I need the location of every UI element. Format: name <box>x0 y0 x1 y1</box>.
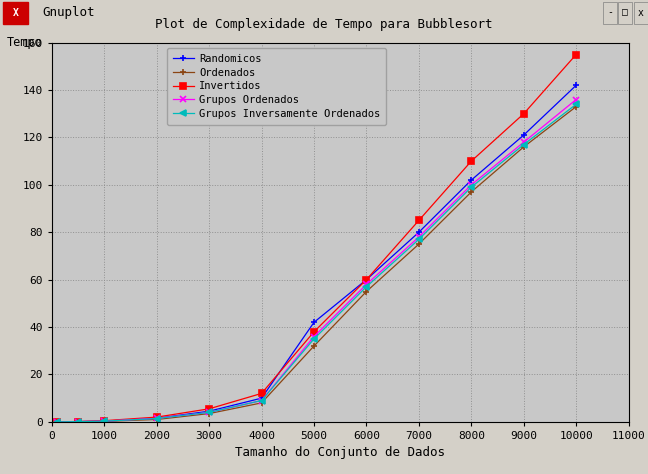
Text: Tempo: Tempo <box>6 36 42 48</box>
Randomicos <box>520 132 527 138</box>
Grupos Inversamente Ordenados <box>572 101 580 107</box>
Ordenados <box>153 417 161 422</box>
Grupos Inversamente Ordenados <box>153 416 161 421</box>
Grupos Ordenados <box>310 334 318 339</box>
Invertidos <box>205 406 213 411</box>
Line: Grupos Ordenados: Grupos Ordenados <box>54 97 579 425</box>
Randomicos <box>362 277 370 283</box>
Randomicos <box>153 415 161 421</box>
Ordenados <box>74 419 82 425</box>
Ordenados <box>258 400 266 406</box>
FancyBboxPatch shape <box>634 2 648 24</box>
FancyBboxPatch shape <box>618 2 632 24</box>
Ordenados <box>100 419 108 424</box>
Grupos Ordenados <box>415 234 422 240</box>
X-axis label: Tamanho do Conjunto de Dados: Tamanho do Conjunto de Dados <box>235 447 445 459</box>
Text: □: □ <box>622 8 629 18</box>
Grupos Inversamente Ordenados <box>415 237 422 242</box>
Randomicos <box>74 419 82 425</box>
Line: Randomicos: Randomicos <box>54 82 579 425</box>
Invertidos <box>100 418 108 424</box>
Randomicos <box>258 395 266 401</box>
Invertidos <box>362 277 370 283</box>
Grupos Inversamente Ordenados <box>100 419 108 424</box>
Grupos Inversamente Ordenados <box>258 398 266 403</box>
Invertidos <box>415 218 422 223</box>
Grupos Inversamente Ordenados <box>53 419 61 425</box>
Randomicos <box>572 82 580 88</box>
Invertidos <box>467 158 475 164</box>
Legend: Randomicos, Ordenados, Invertidos, Grupos Ordenados, Grupos Inversamente Ordenad: Randomicos, Ordenados, Invertidos, Grupo… <box>167 48 386 125</box>
Randomicos <box>205 408 213 414</box>
Grupos Inversamente Ordenados <box>362 284 370 290</box>
Invertidos <box>520 111 527 117</box>
Ordenados <box>415 241 422 247</box>
Grupos Inversamente Ordenados <box>310 336 318 342</box>
Grupos Ordenados <box>467 182 475 188</box>
Grupos Ordenados <box>258 398 266 403</box>
Ordenados <box>572 104 580 109</box>
Ordenados <box>310 343 318 349</box>
Invertidos <box>310 329 318 335</box>
Grupos Ordenados <box>53 419 61 425</box>
Ordenados <box>467 189 475 195</box>
Bar <box>3 2 28 24</box>
Ordenados <box>362 289 370 294</box>
FancyBboxPatch shape <box>603 2 617 24</box>
Text: Plot de Complexidade de Tempo para Bubblesort: Plot de Complexidade de Tempo para Bubbl… <box>156 18 492 31</box>
Invertidos <box>74 419 82 424</box>
Grupos Inversamente Ordenados <box>520 142 527 147</box>
Ordenados <box>53 419 61 425</box>
Text: x: x <box>638 8 644 18</box>
Text: -: - <box>607 8 613 18</box>
Ordenados <box>205 410 213 417</box>
Randomicos <box>467 177 475 183</box>
Invertidos <box>572 52 580 57</box>
Randomicos <box>100 419 108 424</box>
Grupos Ordenados <box>74 419 82 425</box>
Grupos Ordenados <box>572 97 580 102</box>
Line: Invertidos: Invertidos <box>54 52 579 425</box>
Randomicos <box>310 319 318 325</box>
Grupos Inversamente Ordenados <box>467 184 475 190</box>
Randomicos <box>53 419 61 425</box>
Invertidos <box>53 419 61 425</box>
Line: Grupos Inversamente Ordenados: Grupos Inversamente Ordenados <box>54 101 579 425</box>
Invertidos <box>258 391 266 396</box>
Line: Ordenados: Ordenados <box>54 104 579 425</box>
Ordenados <box>520 144 527 150</box>
Text: Gnuplot: Gnuplot <box>42 6 95 19</box>
Grupos Inversamente Ordenados <box>74 419 82 425</box>
Invertidos <box>153 414 161 420</box>
Grupos Ordenados <box>100 419 108 424</box>
Grupos Inversamente Ordenados <box>205 410 213 415</box>
Grupos Ordenados <box>205 410 213 415</box>
Text: X: X <box>12 8 19 18</box>
Randomicos <box>415 229 422 235</box>
Grupos Ordenados <box>520 139 527 145</box>
Grupos Ordenados <box>153 415 161 421</box>
Grupos Ordenados <box>362 282 370 287</box>
